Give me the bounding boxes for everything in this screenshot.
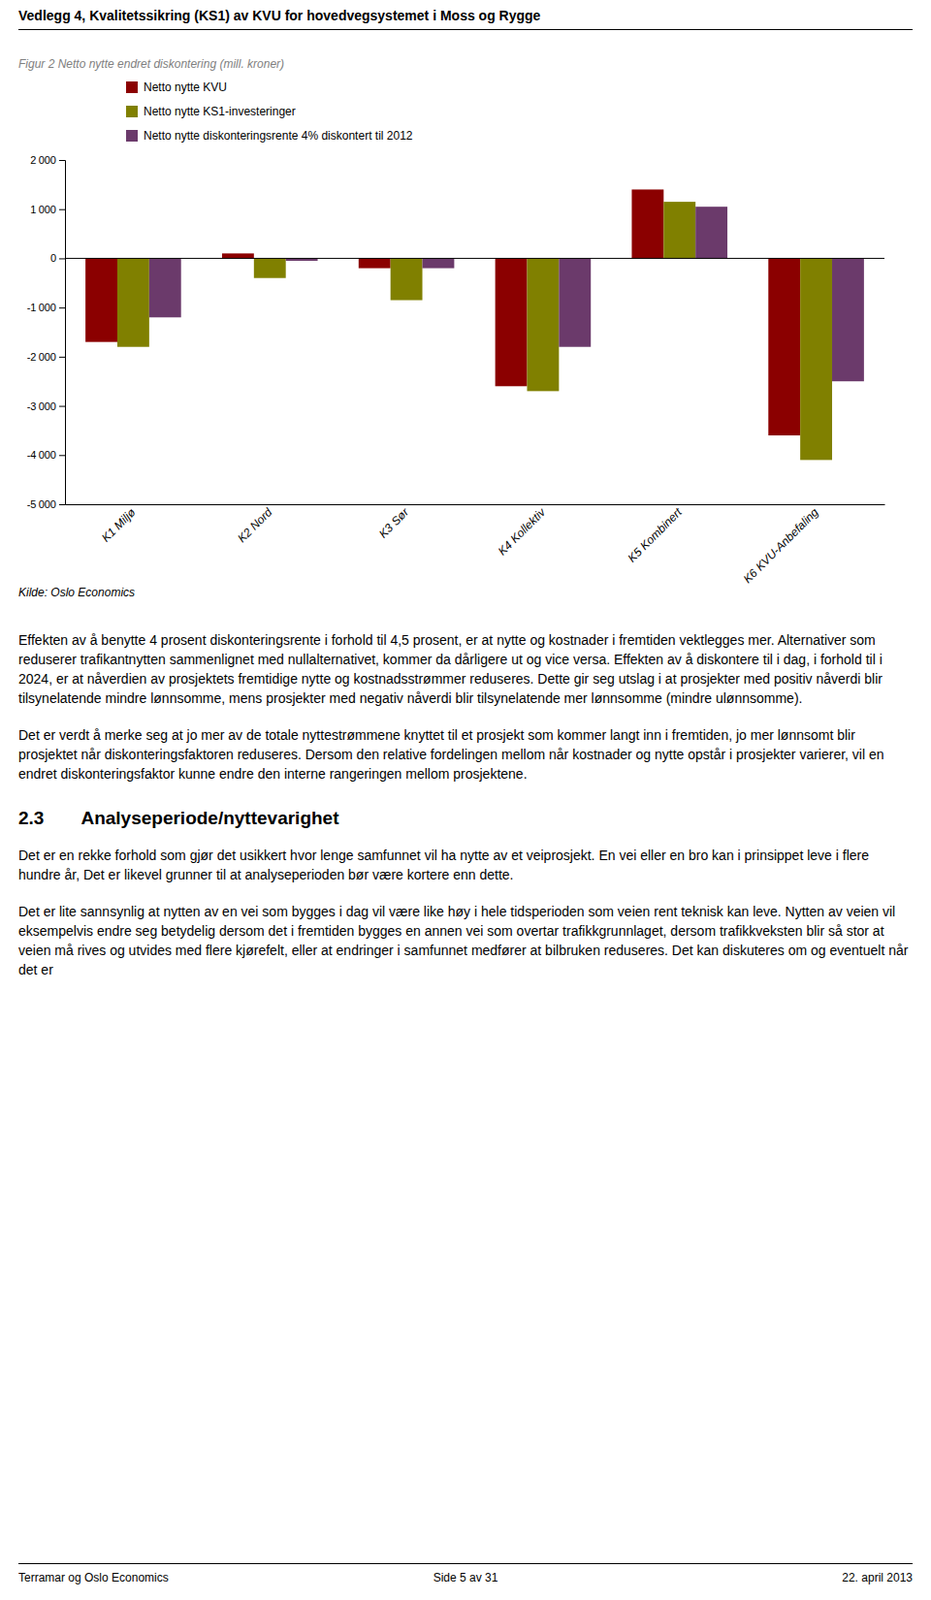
x-tick: K5 Kombinert (625, 504, 686, 566)
bar-series (149, 206, 865, 382)
x-tick-label: K4 Kollektiv (495, 504, 549, 558)
bar (254, 257, 287, 278)
y-tick-mark (59, 257, 65, 259)
bar (222, 253, 255, 258)
y-tick: 0 (50, 252, 65, 264)
x-tick: K3 Sør (376, 504, 413, 541)
bar (495, 257, 528, 386)
x-axis-line (65, 504, 886, 506)
x-tick: K2 Nord (234, 504, 275, 546)
bar (768, 257, 801, 436)
y-tick-label: -3 000 (27, 400, 57, 413)
x-tick: K1 Miljø (98, 504, 139, 546)
header-rule (18, 29, 913, 31)
bar (390, 257, 423, 300)
y-tick-mark (59, 406, 65, 408)
y-tick-label: 2 000 (30, 154, 57, 166)
y-tick-mark (59, 307, 65, 309)
footer-left: Terramar og Oslo Economics (18, 1571, 169, 1585)
x-tick-label: K3 Sør (376, 504, 413, 541)
y-tick: 1 000 (30, 203, 65, 216)
bar (832, 257, 865, 382)
bar (422, 257, 455, 268)
header: Vedlegg 4, Kvalitetssikring (KS1) av KVU… (18, 7, 541, 24)
paragraph: Det er en rekke forhold som gjør det usi… (18, 845, 913, 885)
legend: Netto nytte KVU Netto nytte KS1-investeri… (126, 80, 414, 143)
y-axis: -5 000 -4 000 -3 000 -2 000 -1 000 0 1 000 2 00… (27, 154, 66, 511)
x-tick: K6 KVU-Anbefaling (740, 504, 822, 586)
chart: Figur 2 Netto nytte endret diskontering … (0, 38, 931, 621)
footer-center: Side 5 av 31 (0, 1571, 931, 1585)
paragraph: Det er verdt å merke seg at jo mer av de… (18, 725, 913, 784)
y-tick-label: 0 (50, 252, 57, 264)
bar (117, 257, 150, 347)
y-axis-line (59, 160, 66, 506)
chart-title: Figur 2 Netto nytte endret diskontering … (18, 57, 285, 71)
footer-right: 22. april 2013 (841, 1571, 913, 1585)
y-tick: -5 000 (27, 498, 65, 511)
legend-label: Netto nytte KS1-investeringer (143, 104, 296, 119)
x-tick-label: K5 Kombinert (625, 505, 686, 566)
y-tick: 2 000 (30, 154, 65, 166)
x-tick-label: K1 Miljø (98, 505, 139, 546)
x-tick-label: K6 KVU-Anbefaling (740, 505, 822, 586)
y-tick: -3 000 (27, 400, 65, 413)
x-tick: K4 Kollektiv (495, 504, 549, 558)
legend-entry: Netto nytte KS1-investeringer (126, 104, 296, 119)
bar-series (85, 189, 801, 436)
legend-swatch (126, 105, 138, 118)
section-heading: 2.3 Analyseperiode/nyttevarighet (18, 808, 913, 829)
x-tick-label: K2 Nord (234, 505, 275, 546)
y-tick-mark (59, 454, 65, 456)
y-tick-label: 1 000 (30, 203, 57, 216)
legend-swatch (126, 81, 138, 94)
bar-series (117, 201, 833, 460)
bar (526, 257, 559, 391)
legend-label: Netto nytte KVU (143, 80, 227, 95)
y-tick-label: -1 000 (27, 301, 57, 314)
bars (85, 189, 865, 460)
bar (85, 257, 118, 342)
paragraph: Effekten av å benytte 4 prosent diskonte… (18, 630, 913, 708)
bar (631, 189, 664, 258)
y-tick: -2 000 (27, 351, 65, 363)
bar (663, 201, 696, 258)
y-tick-mark (59, 504, 65, 506)
y-tick-mark (59, 160, 65, 161)
body-text: Effekten av å benytte 4 prosent diskonte… (18, 630, 913, 997)
bar (558, 257, 591, 347)
y-tick: -4 000 (27, 449, 65, 461)
bar (800, 257, 833, 460)
footer-rule (18, 1563, 913, 1565)
y-tick-label: -2 000 (27, 351, 57, 363)
source: Kilde: Oslo Economics (18, 585, 135, 600)
zero-line (64, 257, 885, 259)
legend-label: Netto nytte diskonteringsrente 4% diskon… (143, 128, 414, 143)
y-tick-mark (59, 209, 65, 211)
y-tick-label: -5 000 (27, 498, 57, 511)
bar (695, 206, 728, 258)
legend-swatch (126, 129, 138, 142)
page: Vedlegg 4, Kvalitetssikring (KS1) av KVU… (0, 0, 931, 1600)
y-tick-label: -4 000 (27, 449, 57, 461)
legend-entry: Netto nytte diskonteringsrente 4% diskon… (126, 128, 414, 143)
bar (149, 257, 182, 318)
y-tick-mark (59, 356, 65, 358)
legend-entry: Netto nytte KVU (126, 80, 227, 95)
x-axis: K1 Miljø K2 Nord K3 Sør K4 Kollektiv K5 Komb… (65, 504, 886, 586)
paragraph: Det er lite sannsynlig at nytten av en v… (18, 901, 913, 980)
y-tick: -1 000 (27, 301, 65, 314)
bar (358, 257, 391, 268)
